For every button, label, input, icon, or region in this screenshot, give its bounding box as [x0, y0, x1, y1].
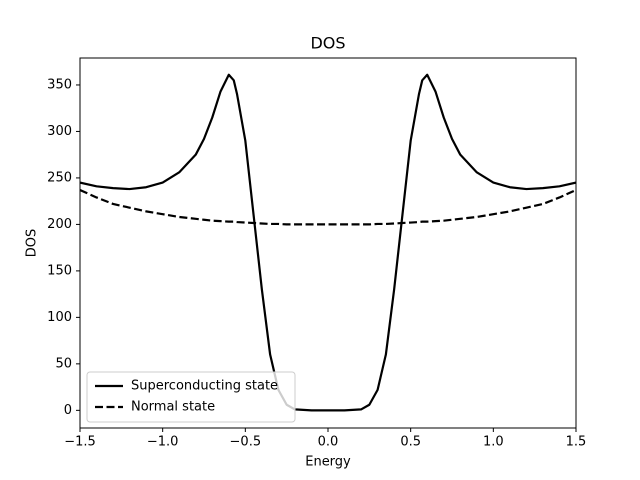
- y-tick-label: 100: [47, 310, 72, 325]
- x-tick-label: 0.5: [400, 435, 421, 450]
- line-series: [80, 73, 576, 412]
- x-tick-label: 0.0: [318, 435, 339, 450]
- y-tick-label: 300: [47, 124, 72, 139]
- y-tick-label: 350: [47, 77, 72, 92]
- x-tick-label: 1.5: [566, 435, 587, 450]
- x-axis-label: Energy: [305, 455, 351, 470]
- y-tick-label: 200: [47, 217, 72, 232]
- x-tick-label: −1.0: [147, 435, 179, 450]
- y-tick-label: 150: [47, 263, 72, 278]
- legend-box: [86, 371, 296, 423]
- x-tick-label: −1.5: [64, 435, 96, 450]
- y-axis-label: DOS: [25, 229, 40, 258]
- y-tick-label: 0: [64, 403, 72, 418]
- line-series: [80, 189, 576, 226]
- x-tick-label: −0.5: [230, 435, 262, 450]
- legend-label: Superconducting state: [131, 379, 278, 394]
- x-tick-label: 1.0: [483, 435, 504, 450]
- plot-frame: [79, 57, 577, 429]
- y-tick-label: 250: [47, 170, 72, 185]
- legend-label: Normal state: [131, 400, 215, 415]
- chart-title: DOS: [310, 34, 345, 53]
- y-tick-label: 50: [55, 356, 72, 371]
